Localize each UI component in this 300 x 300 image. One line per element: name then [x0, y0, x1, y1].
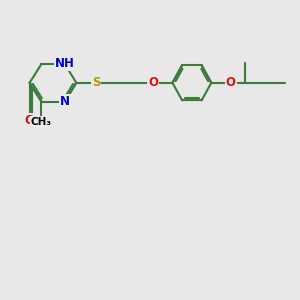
Text: O: O — [148, 76, 158, 89]
Text: S: S — [92, 76, 100, 89]
Text: CH₃: CH₃ — [31, 117, 52, 127]
Text: N: N — [60, 95, 70, 108]
Text: O: O — [226, 76, 236, 89]
Text: NH: NH — [55, 57, 75, 70]
Text: O: O — [25, 114, 34, 127]
